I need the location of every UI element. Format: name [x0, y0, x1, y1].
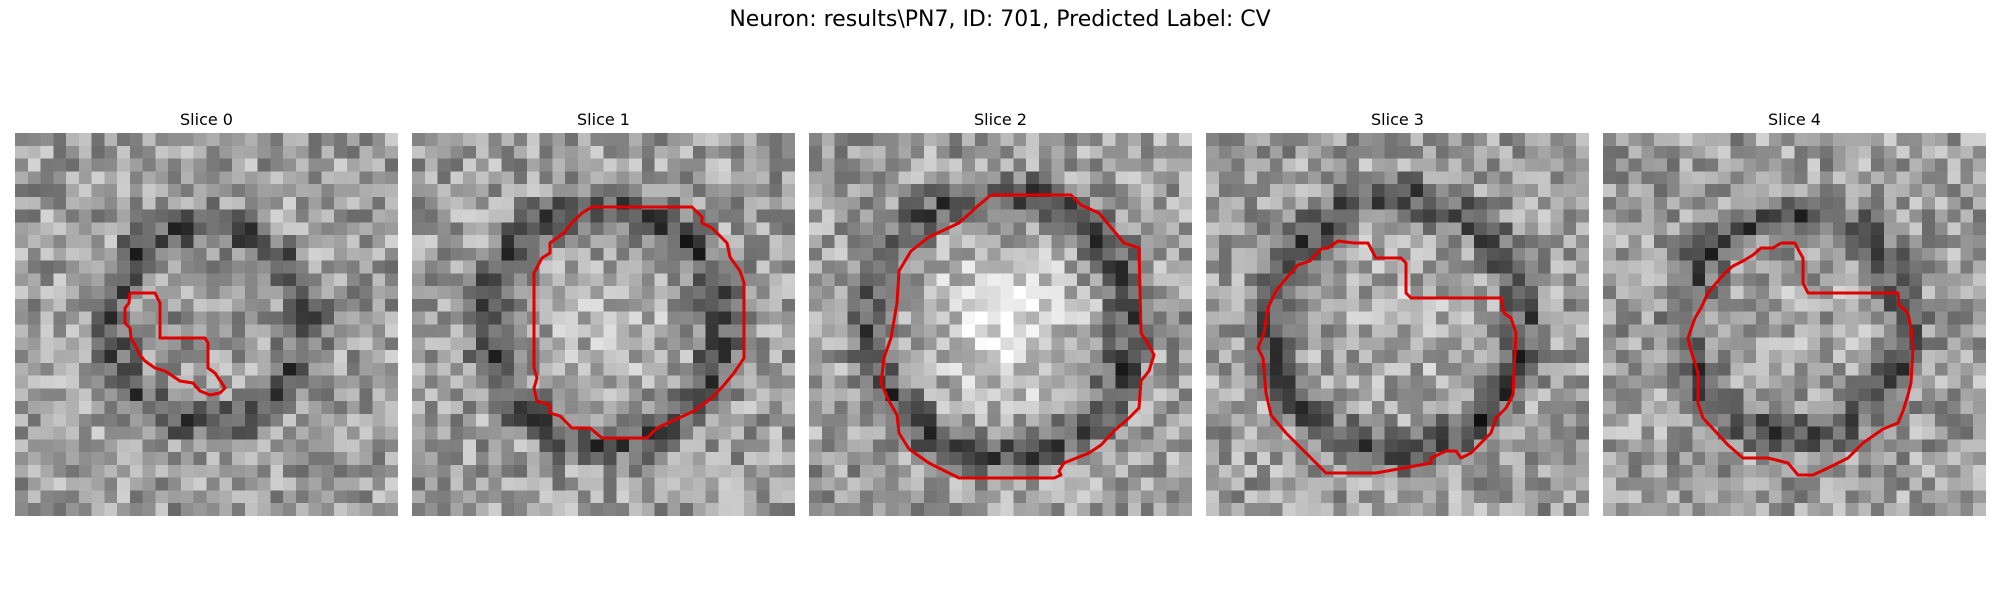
grayscale-microscopy-slice — [809, 133, 1192, 516]
slice-panel-1: Slice 1 — [412, 110, 795, 521]
slice-title: Slice 4 — [1768, 110, 1821, 129]
slice-panel-3: Slice 3 — [1206, 110, 1589, 521]
grayscale-microscopy-slice — [412, 133, 795, 516]
segmentation-contour — [123, 291, 227, 397]
contour-outline — [1686, 241, 1915, 477]
slice-image — [1206, 133, 1589, 516]
slice-title: Slice 0 — [180, 110, 233, 129]
grayscale-microscopy-slice — [1603, 133, 1986, 516]
segmentation-contour — [532, 205, 746, 440]
grayscale-microscopy-slice — [1206, 133, 1589, 516]
segmentation-contour — [879, 193, 1156, 480]
slice-title: Slice 1 — [577, 110, 630, 129]
slice-title: Slice 2 — [974, 110, 1027, 129]
slice-panel-0: Slice 0 — [15, 110, 398, 521]
contour-outline — [879, 193, 1156, 480]
segmentation-contour — [1256, 239, 1518, 475]
slice-image — [809, 133, 1192, 516]
contour-outline — [123, 291, 227, 397]
slice-image — [1603, 133, 1986, 516]
grayscale-microscopy-slice — [15, 133, 398, 516]
slice-image — [412, 133, 795, 516]
slice-panel-2: Slice 2 — [809, 110, 1192, 521]
slice-image — [15, 133, 398, 516]
figure-title: Neuron: results\PN7, ID: 701, Predicted … — [729, 7, 1271, 32]
slice-panel-4: Slice 4 — [1603, 110, 1986, 521]
contour-outline — [532, 205, 746, 440]
segmentation-contour — [1686, 241, 1915, 477]
slice-title: Slice 3 — [1371, 110, 1424, 129]
contour-outline — [1256, 239, 1518, 475]
